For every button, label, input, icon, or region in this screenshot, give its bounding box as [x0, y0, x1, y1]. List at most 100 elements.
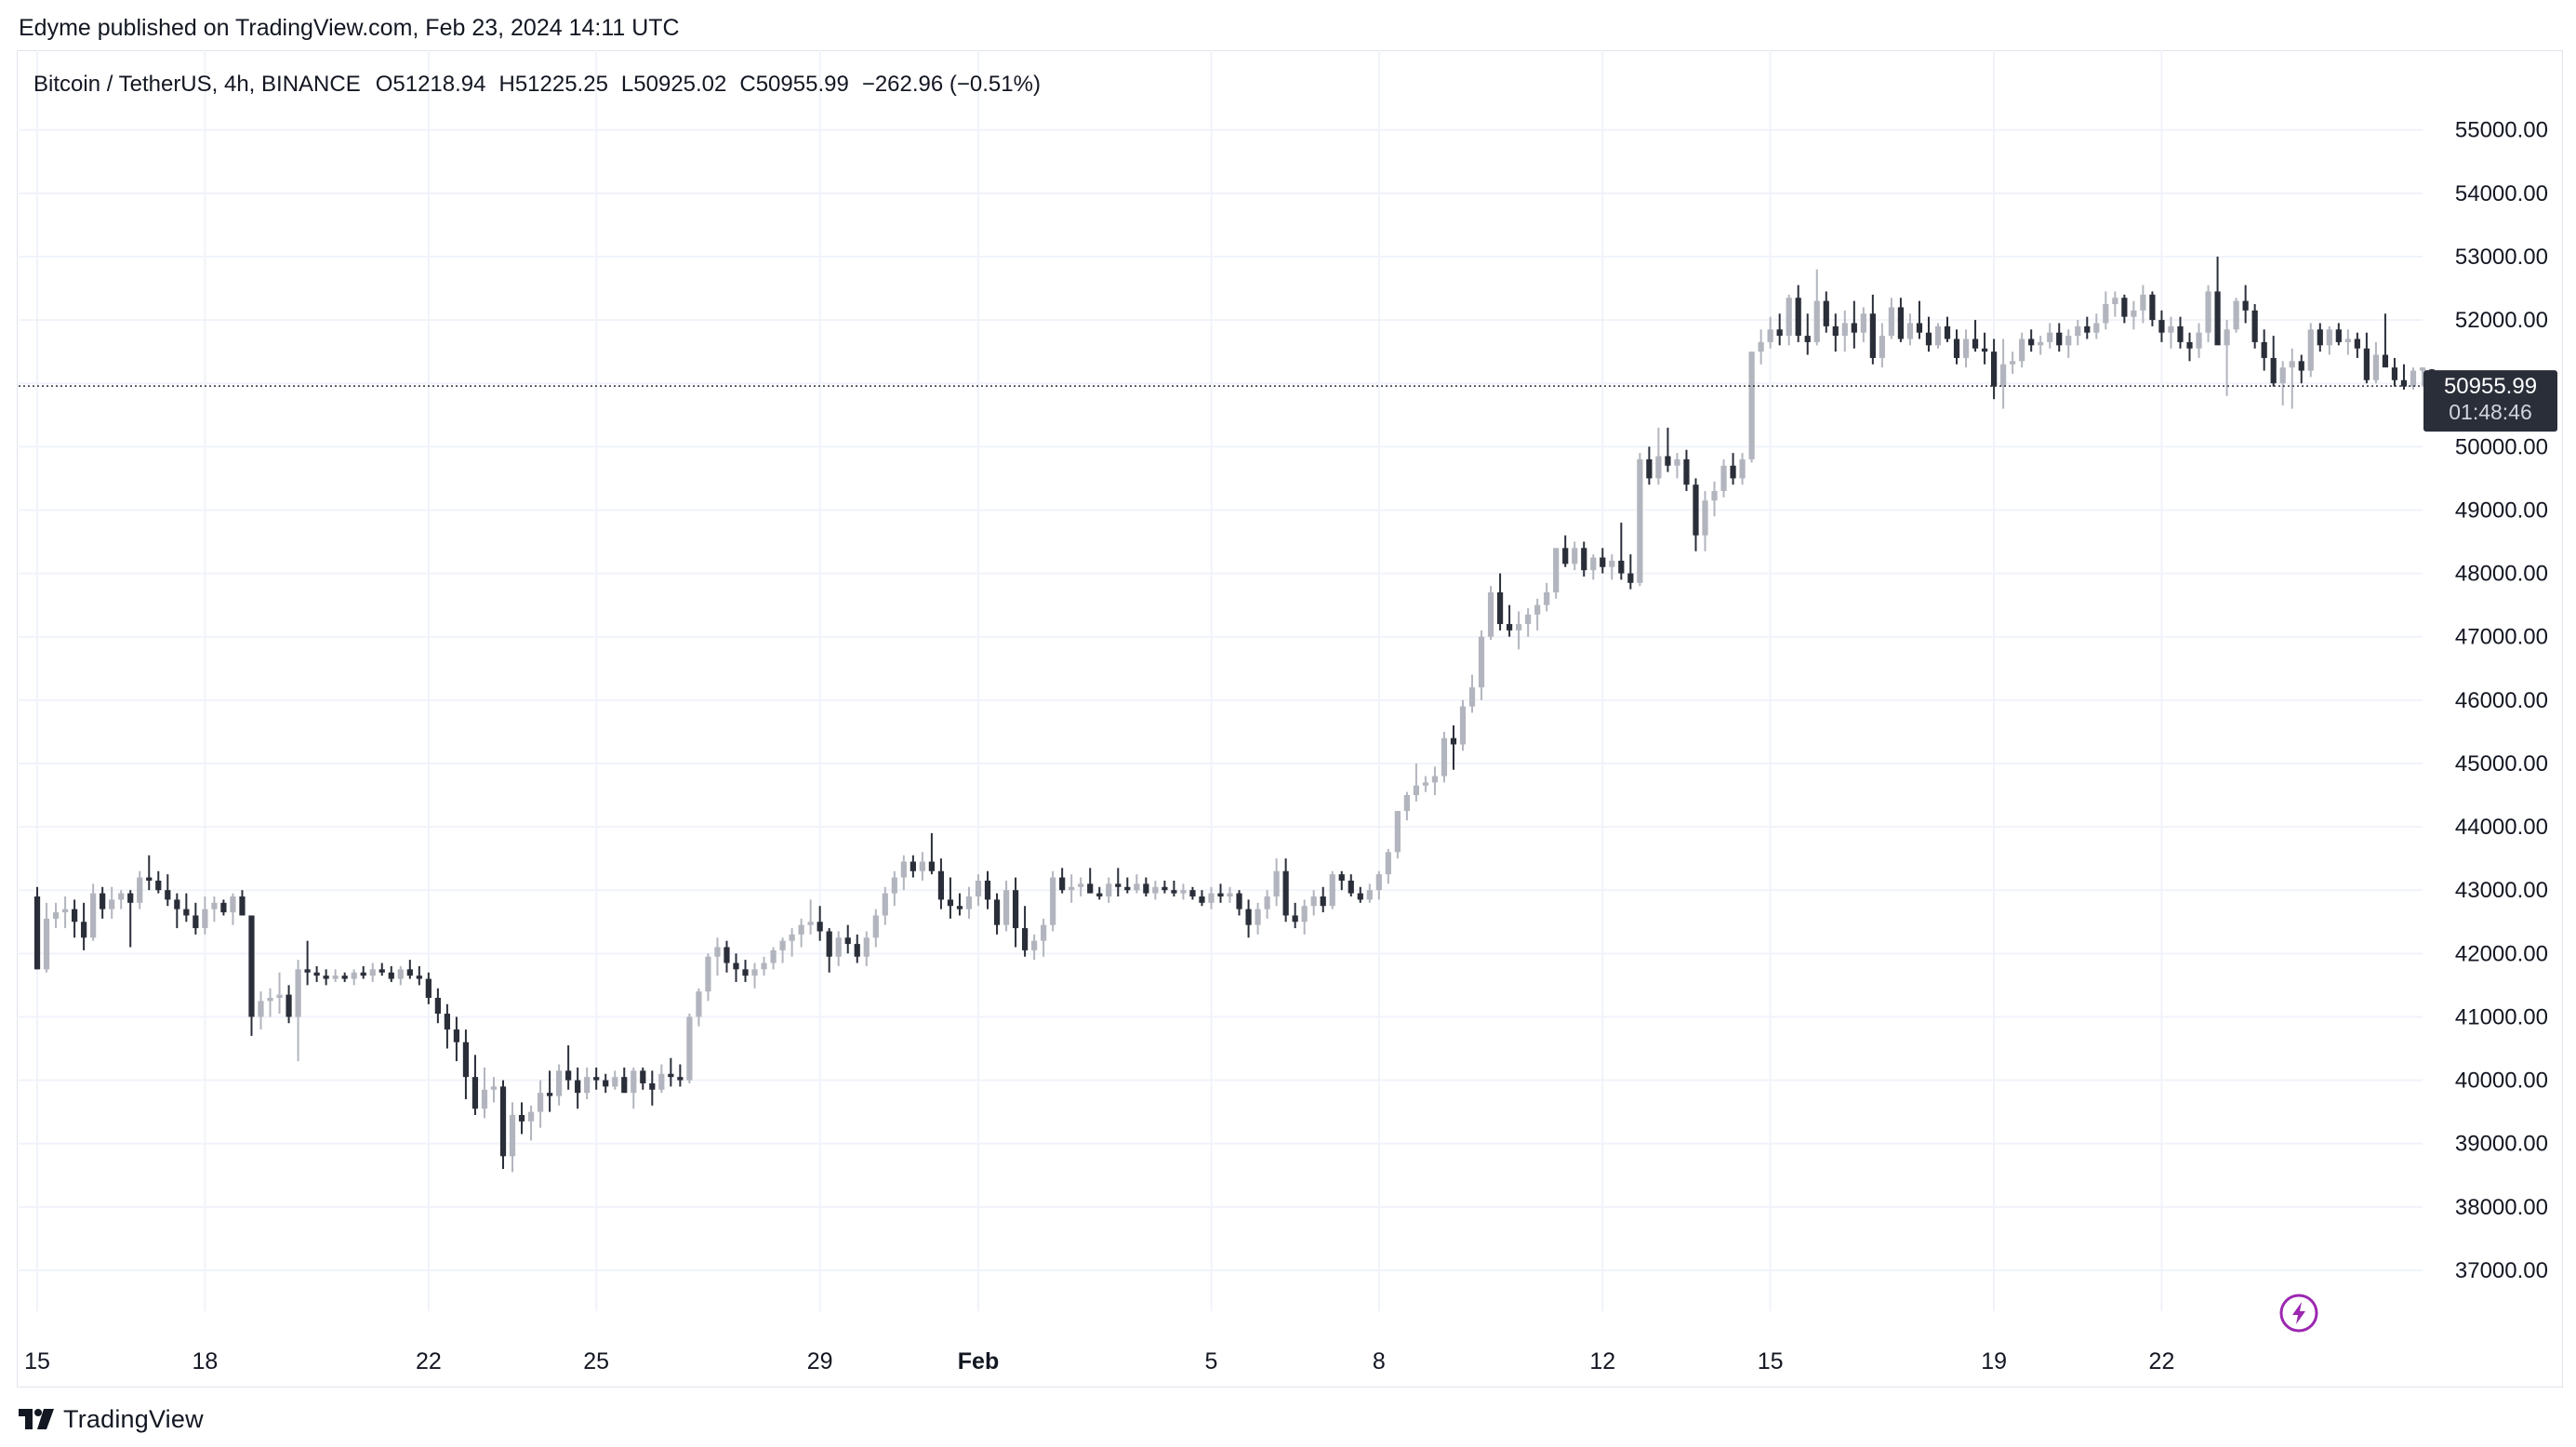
- candle-body: [388, 972, 394, 979]
- candle-body: [1506, 624, 1513, 631]
- y-tick-label: 47000.00: [2455, 625, 2548, 650]
- publisher-line: Edyme published on TradingView.com, Feb …: [19, 15, 680, 41]
- candle-body: [1413, 785, 1420, 795]
- x-tick-label: 15: [24, 1348, 50, 1374]
- candle-body: [2000, 364, 2007, 387]
- candle-body: [2158, 320, 2165, 333]
- candle-body: [537, 1093, 544, 1112]
- candle-body: [742, 969, 749, 976]
- candle-body: [2261, 341, 2267, 358]
- candle-body: [798, 924, 804, 935]
- candle-body: [2131, 310, 2137, 317]
- grid-lines: [19, 50, 2423, 1311]
- candle-body: [2279, 367, 2286, 384]
- candle-body: [1702, 500, 1708, 536]
- candle-body: [1720, 465, 1727, 491]
- candle-body: [686, 1016, 693, 1081]
- candle-body: [1525, 614, 1532, 625]
- candle-body: [425, 978, 432, 998]
- candle-body: [826, 931, 832, 957]
- candle-body: [584, 1077, 591, 1094]
- x-tick-label: 22: [2149, 1348, 2175, 1374]
- candle-body: [1087, 883, 1094, 894]
- candle-body: [1841, 323, 1848, 337]
- y-tick-label: 49000.00: [2455, 498, 2548, 523]
- candle-body: [956, 906, 963, 909]
- legend-change: −262.96 (−0.51%): [862, 72, 1041, 97]
- candle-body: [1683, 458, 1690, 485]
- candle-body: [2028, 339, 2035, 346]
- candle-body: [2140, 294, 2146, 311]
- candle-body: [1338, 874, 1345, 881]
- x-tick-label: 29: [807, 1348, 833, 1374]
- candle-body: [1934, 325, 1942, 346]
- candle-body: [1273, 870, 1280, 896]
- candle-body: [863, 937, 870, 957]
- candle-body: [527, 1111, 535, 1122]
- candle-body: [137, 877, 143, 903]
- candle-body: [1693, 485, 1699, 536]
- y-tick-label: 37000.00: [2455, 1258, 2548, 1283]
- candle-body: [1888, 307, 1895, 337]
- tradingview-logo[interactable]: TradingView: [19, 1401, 204, 1438]
- candle-body: [52, 912, 60, 919]
- candle-body: [462, 1042, 470, 1078]
- lightning-circle: [2279, 1294, 2318, 1333]
- candle-body: [109, 899, 115, 909]
- bar-countdown: 01:48:46: [2449, 400, 2532, 424]
- candle-body: [714, 947, 721, 957]
- candle-body: [789, 934, 795, 941]
- legend-symbol: Bitcoin / TetherUS, 4h, BINANCE: [33, 72, 361, 97]
- candle-body: [1581, 548, 1587, 571]
- candle-body: [984, 880, 991, 900]
- candle-body: [1162, 886, 1168, 891]
- candle-body: [499, 1086, 507, 1157]
- candle-body: [183, 909, 190, 916]
- candle-body: [378, 969, 385, 973]
- candles: [33, 256, 2436, 1173]
- candle-body: [285, 994, 292, 1017]
- candle-body: [360, 972, 366, 976]
- candle-body: [937, 870, 945, 900]
- lightning-icon[interactable]: [2279, 1294, 2318, 1333]
- candle-body: [2112, 298, 2118, 305]
- candle-body: [2065, 336, 2072, 346]
- candle-body: [127, 893, 134, 903]
- candle-body: [640, 1070, 646, 1083]
- price-axis: 55000.0054000.0053000.0052000.0051000.00…: [2455, 118, 2548, 1283]
- candle-body: [1674, 458, 1680, 466]
- candle-body: [220, 902, 227, 913]
- candle-body: [705, 956, 711, 992]
- chart-frame: [17, 50, 2563, 1387]
- candle-body: [1665, 456, 1671, 466]
- candle-body: [2038, 341, 2044, 346]
- candle-body: [258, 1001, 264, 1017]
- candle-body: [1496, 592, 1504, 625]
- candle-body: [2289, 361, 2295, 368]
- candle-body: [2019, 339, 2025, 362]
- candle-body: [1906, 323, 1914, 339]
- legend-open: O51218.94: [376, 72, 486, 97]
- candle-body: [965, 896, 973, 909]
- candle-body: [2372, 354, 2380, 380]
- candle-body: [677, 1077, 684, 1081]
- candle-body: [900, 861, 907, 878]
- candle-body: [211, 902, 218, 909]
- candle-body: [1357, 893, 1363, 900]
- candle-body: [1059, 877, 1066, 891]
- y-tick-label: 54000.00: [2455, 181, 2548, 206]
- ohlc-legend: Bitcoin / TetherUS, 4h, BINANCE O51218.94…: [33, 72, 1041, 97]
- candle-body: [1813, 300, 1820, 342]
- candle-body: [490, 1086, 498, 1090]
- candle-body: [174, 899, 180, 909]
- candle-body: [770, 949, 777, 963]
- candle-body: [1739, 458, 1746, 479]
- candle-body: [565, 1070, 572, 1081]
- candle-body: [81, 922, 87, 938]
- candle-body: [1953, 339, 1960, 358]
- x-tick-label: 5: [1205, 1348, 1218, 1374]
- candle-body: [239, 896, 246, 916]
- candle-body: [733, 962, 739, 970]
